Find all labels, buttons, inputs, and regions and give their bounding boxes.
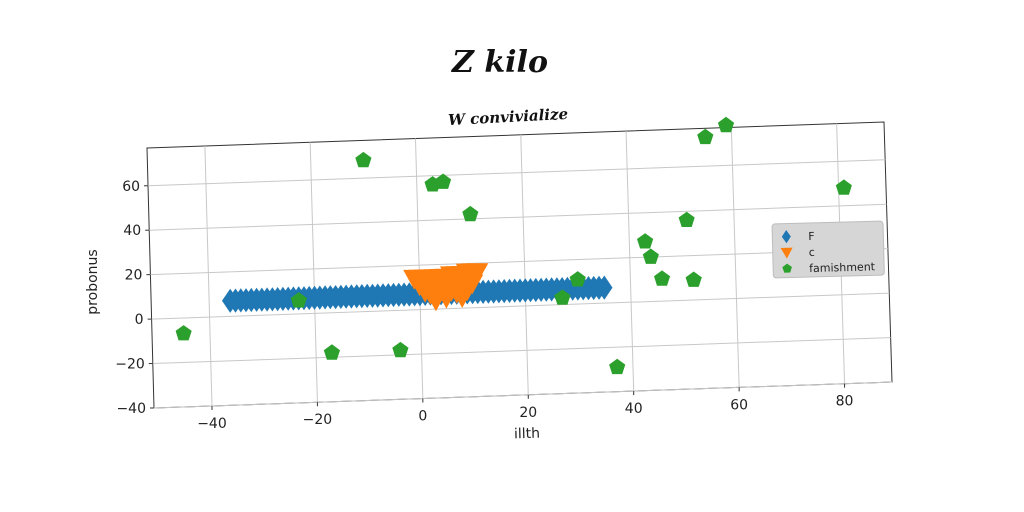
data-point — [462, 205, 479, 222]
data-point — [355, 151, 372, 168]
series-famishment — [175, 116, 852, 375]
legend-marker — [781, 230, 791, 244]
x-gridline — [309, 142, 318, 403]
x-gridline — [414, 138, 424, 399]
x-axis-label: illth — [514, 426, 540, 443]
data-point — [175, 325, 192, 341]
y-gridline — [153, 381, 893, 409]
data-point — [435, 173, 452, 189]
x-gridline — [730, 127, 740, 388]
x-tick-label: −40 — [197, 416, 227, 432]
legend-marker — [782, 263, 792, 273]
data-point — [466, 263, 489, 283]
chart-subtitle: W convivialize — [448, 105, 569, 129]
y-tick-label: 20 — [125, 268, 143, 284]
legend-label: famishment — [809, 260, 876, 275]
data-point — [642, 248, 659, 264]
data-point — [290, 292, 307, 308]
data-point — [392, 341, 409, 358]
y-tick-label: 0 — [135, 312, 144, 328]
x-tick-label: −20 — [303, 412, 333, 428]
x-gridline — [625, 131, 635, 392]
y-tick-label: −40 — [116, 401, 146, 417]
plot-area — [146, 116, 893, 409]
x-tick-label: 60 — [730, 397, 748, 413]
data-point — [678, 211, 695, 227]
data-point — [596, 275, 613, 300]
x-tick-label: 0 — [418, 409, 427, 425]
data-point — [323, 344, 340, 360]
y-tick-label: 40 — [123, 223, 141, 239]
y-gridline — [152, 337, 891, 365]
legend-label: F — [808, 230, 815, 243]
x-tick-labels: −40 −20 0 20 40 60 80 — [197, 383, 854, 432]
data-point — [717, 116, 735, 133]
data-point — [835, 179, 852, 195]
y-gridline — [151, 292, 890, 320]
y-tick-label: −20 — [115, 357, 145, 373]
y-tick-labels: −40 −20 0 20 40 60 — [115, 179, 154, 417]
data-point — [569, 271, 586, 287]
y-gridline — [149, 203, 887, 231]
data-point — [451, 288, 474, 308]
data-point — [637, 233, 654, 249]
y-axis-label: probonus — [85, 249, 101, 314]
data-point — [554, 289, 571, 305]
x-tick-label: 40 — [625, 401, 643, 417]
x-gridline — [520, 134, 529, 395]
x-gridline — [204, 145, 213, 406]
series-c — [403, 263, 489, 312]
legend-label: c — [809, 246, 815, 259]
x-tick-label: 80 — [836, 394, 854, 410]
data-point — [685, 271, 702, 287]
grid — [147, 123, 893, 409]
y-gridline — [147, 159, 886, 187]
series-layer — [175, 116, 852, 375]
x-tick-label: 20 — [519, 405, 537, 421]
y-gridline — [150, 248, 888, 276]
y-tick-label: 60 — [122, 179, 140, 195]
data-point — [654, 270, 671, 286]
legend-box — [771, 220, 885, 279]
data-point — [697, 128, 714, 145]
data-point — [609, 358, 626, 375]
chart-title: Z kilo — [451, 45, 548, 80]
legend-marker — [780, 247, 793, 259]
data-point — [435, 288, 458, 309]
